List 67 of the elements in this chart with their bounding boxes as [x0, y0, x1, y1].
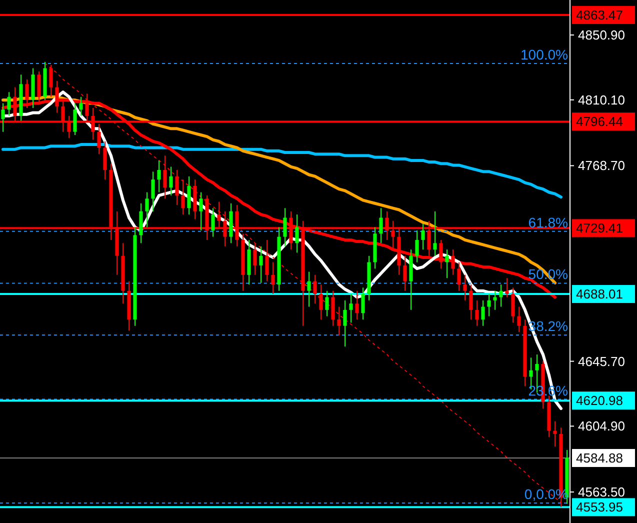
candlestick — [445, 248, 449, 279]
candlestick — [307, 271, 311, 308]
candlestick — [157, 160, 161, 193]
candlestick — [73, 102, 77, 136]
candlestick — [253, 242, 257, 276]
ref-line-label: 4553.95 — [576, 500, 623, 515]
candlestick — [145, 192, 149, 228]
candlestick — [211, 208, 215, 238]
candlestick — [271, 262, 275, 295]
candlestick — [1, 102, 5, 132]
candlestick — [457, 262, 461, 292]
candlestick — [259, 246, 263, 284]
candlestick — [505, 278, 509, 298]
candlestick — [499, 284, 503, 308]
candlestick — [433, 210, 437, 256]
candlestick — [163, 155, 167, 200]
ref-line-label: 4863.47 — [576, 8, 623, 23]
candlestick — [379, 208, 383, 244]
ref-line-label: 4688.01 — [576, 286, 623, 302]
candlestick — [517, 306, 521, 333]
candlestick — [511, 287, 515, 324]
candlestick — [343, 300, 347, 347]
candlestick — [169, 166, 173, 196]
ref-line-label: 4620.98 — [576, 393, 623, 408]
candlestick — [331, 290, 335, 326]
candlestick — [469, 284, 473, 320]
candlestick — [481, 300, 485, 326]
candlestick — [139, 202, 143, 244]
candlestick — [295, 214, 299, 254]
candlestick — [103, 140, 107, 180]
candlestick — [319, 284, 323, 320]
candlestick — [487, 294, 491, 317]
y-tick-label: 4645.70 — [578, 354, 625, 369]
candlestick — [175, 169, 179, 206]
candlestick — [313, 274, 317, 304]
candlestick — [151, 171, 155, 212]
candlestick — [337, 306, 341, 336]
y-tick-label: 4563.50 — [578, 484, 625, 500]
candlestick — [451, 248, 455, 276]
annotation: 61.8% — [528, 214, 568, 230]
candlestick — [553, 420, 557, 448]
candlestick — [265, 239, 269, 282]
candlestick — [415, 230, 419, 263]
candlestick — [361, 287, 365, 320]
candlestick — [355, 290, 359, 320]
y-tick-label: 4768.70 — [578, 158, 625, 174]
candlestick — [475, 300, 479, 326]
candlestick — [349, 294, 353, 324]
candlestick — [283, 208, 287, 247]
candlestick — [79, 96, 83, 116]
candlestick — [187, 176, 191, 216]
y-tick-label: 4850.90 — [578, 28, 625, 43]
y-tick-label: 4810.10 — [578, 92, 625, 108]
candlestick — [421, 224, 425, 250]
ref-line-label: 4729.41 — [576, 220, 623, 236]
ref-line-label: 4796.44 — [576, 114, 623, 130]
candlestick — [7, 92, 11, 116]
candlestick — [439, 239, 443, 270]
annotation: 100.0% — [520, 46, 568, 62]
candlestick — [493, 290, 497, 310]
candlestick — [463, 274, 467, 301]
ref-line-label: 4584.88 — [576, 450, 623, 466]
candlestick — [199, 192, 203, 231]
y-tick-label: 4604.90 — [578, 418, 625, 434]
candlestick — [325, 290, 329, 317]
candlestick — [403, 255, 407, 292]
candlestick — [181, 179, 185, 216]
